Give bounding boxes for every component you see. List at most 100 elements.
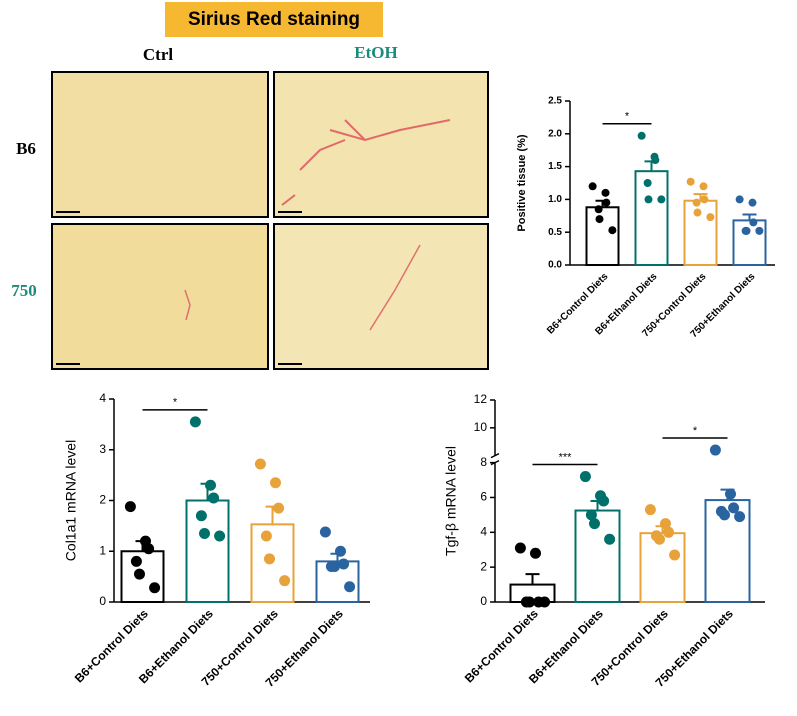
y-tick-label: 6 [480, 490, 487, 504]
data-point [189, 416, 201, 428]
data-point [344, 581, 356, 593]
data-point [601, 188, 610, 197]
data-point [585, 509, 597, 521]
error-bar [525, 573, 540, 585]
bar [185, 499, 230, 603]
data-point [319, 526, 331, 538]
data-point [660, 518, 671, 530]
collagen-fiber [281, 119, 451, 206]
data-point [273, 502, 285, 514]
y-tick-label: 0 [99, 594, 106, 608]
data-point [700, 195, 709, 204]
data-point [749, 218, 758, 227]
data-point [719, 509, 730, 521]
data-point [725, 488, 736, 500]
data-point [735, 195, 744, 204]
column-label: Ctrl [143, 45, 173, 64]
data-point [329, 560, 340, 572]
micrograph [51, 223, 269, 370]
data-point [264, 553, 275, 565]
data-point [589, 518, 600, 530]
y-tick-label: 4 [99, 391, 106, 405]
data-point [693, 208, 702, 217]
title-box [165, 2, 383, 37]
y-tick-label: 4 [480, 524, 487, 538]
axis-break [490, 452, 500, 459]
data-point [643, 179, 652, 187]
data-point [208, 492, 220, 504]
y-tick-label: 1.5 [548, 161, 562, 172]
data-point [130, 555, 142, 567]
row-label: B6 [16, 139, 36, 158]
y-tick-label: 1.0 [548, 194, 562, 205]
data-point [669, 549, 681, 561]
data-point [594, 205, 603, 214]
data-point [514, 542, 526, 554]
y-tick-label: 2.5 [548, 96, 562, 107]
micrograph [273, 223, 489, 370]
data-point [199, 527, 210, 539]
y-tick-label: 2.0 [548, 128, 562, 139]
data-point [657, 195, 666, 204]
data-point [755, 226, 764, 235]
column-label: EtOH [354, 43, 397, 62]
data-point [124, 501, 136, 513]
y-axis-label: Positive tissue (%) [516, 134, 528, 232]
data-point [651, 156, 660, 165]
data-point [728, 502, 740, 514]
data-point [524, 596, 535, 608]
data-point [742, 226, 751, 235]
y-tick-label: 0 [480, 594, 487, 608]
y-tick-label: 8 [480, 455, 487, 469]
data-point [686, 177, 695, 186]
significance-label: * [173, 397, 178, 409]
data-point [706, 213, 715, 222]
significance-label: * [693, 425, 698, 437]
data-point [644, 504, 656, 516]
y-tick-label: 0.5 [548, 227, 562, 238]
data-point [134, 568, 145, 580]
data-point [709, 444, 721, 456]
y-tick-label: 10 [474, 420, 488, 434]
bar [639, 532, 686, 604]
y-tick-label: 1 [99, 543, 106, 557]
y-axis-label: Col1a1 mRNA level [63, 440, 79, 561]
scale-bar [56, 211, 302, 365]
data-point [608, 226, 617, 235]
bar [732, 219, 767, 266]
figure-title: Sirius Red staining [188, 9, 360, 30]
y-tick-label: 3 [99, 442, 106, 456]
data-point [734, 511, 746, 523]
data-point [254, 458, 266, 470]
y-tick-label: 12 [474, 392, 488, 406]
significance-label: *** [559, 451, 573, 463]
data-point [637, 131, 646, 140]
significance-label: * [625, 111, 630, 123]
data-point [270, 477, 281, 489]
data-point [644, 195, 653, 204]
error-bar [742, 213, 757, 221]
bar [585, 206, 620, 267]
data-point [595, 215, 604, 224]
bar [634, 170, 669, 266]
data-point [143, 543, 155, 555]
y-tick-label: 2 [480, 559, 487, 573]
data-point [279, 575, 291, 587]
data-point [602, 198, 611, 207]
data-point [195, 510, 207, 522]
data-point [338, 558, 350, 570]
micrograph [51, 71, 269, 218]
data-point [663, 526, 675, 538]
row-label: 750 [11, 281, 37, 300]
data-point [692, 198, 701, 207]
y-tick-label: 2 [99, 493, 106, 507]
data-point [260, 530, 272, 542]
data-point [539, 596, 551, 608]
data-point [604, 533, 616, 545]
data-point [588, 182, 597, 191]
data-point [214, 530, 226, 542]
collagen-fiber [184, 244, 421, 331]
data-point [654, 533, 665, 545]
data-point [335, 545, 346, 557]
